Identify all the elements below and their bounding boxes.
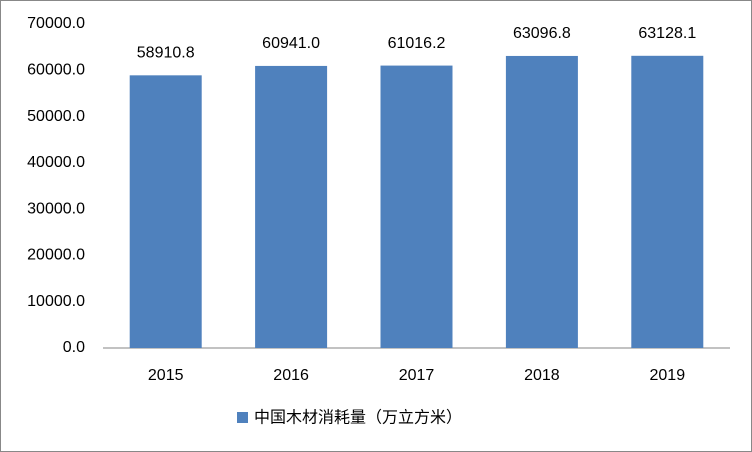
y-tick-label: 60000.0 bbox=[27, 62, 85, 79]
legend-label: 中国木材消耗量（万立方米） bbox=[254, 408, 462, 427]
bar bbox=[129, 75, 202, 349]
x-tick-label: 2015 bbox=[148, 367, 184, 384]
x-tick-label: 2017 bbox=[399, 367, 435, 384]
x-tick-label: 2016 bbox=[273, 367, 309, 384]
y-tick-label: 20000.0 bbox=[27, 247, 85, 264]
bar bbox=[255, 65, 328, 348]
legend-swatch bbox=[237, 412, 248, 423]
x-tick-label: 2018 bbox=[524, 367, 560, 384]
y-tick-label: 10000.0 bbox=[27, 293, 85, 310]
y-tick-label: 0.0 bbox=[63, 339, 85, 356]
value-label: 63128.1 bbox=[638, 25, 696, 42]
bar bbox=[631, 55, 704, 349]
value-label: 61016.2 bbox=[388, 35, 446, 52]
y-tick-label: 50000.0 bbox=[27, 108, 85, 125]
x-tick-label: 2019 bbox=[650, 367, 686, 384]
value-label: 58910.8 bbox=[137, 45, 195, 62]
value-label: 60941.0 bbox=[262, 35, 320, 52]
bar bbox=[380, 65, 453, 349]
bar bbox=[505, 55, 578, 348]
value-label: 63096.8 bbox=[513, 25, 571, 42]
y-tick-label: 40000.0 bbox=[27, 154, 85, 171]
y-tick-label: 30000.0 bbox=[27, 200, 85, 217]
y-tick-label: 70000.0 bbox=[27, 15, 85, 32]
